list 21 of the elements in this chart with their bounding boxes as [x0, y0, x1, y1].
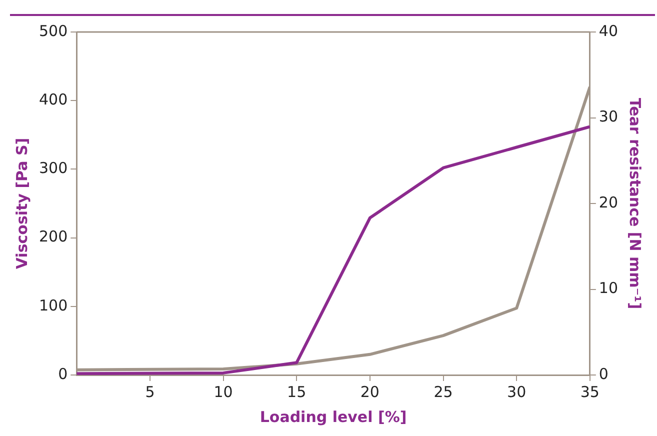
x-tick-label: 10 [214, 382, 233, 401]
y-tick-label: 300 [38, 159, 68, 178]
y2-tick-label: 0 [598, 364, 608, 383]
y2-tick-label: 10 [598, 279, 618, 298]
x-tick-label: 30 [507, 382, 526, 401]
y2-tick-label: 20 [598, 193, 618, 212]
y2-tick-label: 40 [598, 22, 618, 40]
y-tick-label: 200 [38, 228, 68, 246]
y-tick-label: 400 [38, 90, 68, 108]
x-tick-label: 15 [287, 382, 306, 401]
x-tick-label: 20 [360, 382, 380, 401]
x-tick-label: 35 [580, 382, 600, 401]
x-tick-label: 5 [145, 382, 155, 401]
y-tick-label: 500 [38, 22, 68, 40]
x-axis-title: Loading level [%] [260, 408, 407, 426]
y2-axis-title: Tear resistance [N mm⁻¹] [626, 98, 644, 310]
x-tick-label: 25 [434, 382, 453, 401]
y2-tick-label: 30 [598, 108, 618, 126]
y-tick-label: 100 [38, 296, 68, 314]
y-axis-title: Viscosity [Pa S] [12, 138, 31, 270]
y-tick-label: 0 [58, 364, 68, 383]
